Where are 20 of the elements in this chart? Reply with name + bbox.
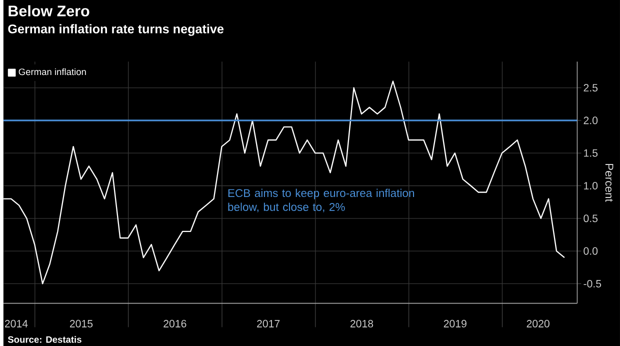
x-tick-label: 2015	[70, 320, 93, 328]
y-tick-label: 2.0	[584, 116, 598, 124]
y-tick-label: 1.5	[584, 149, 598, 157]
source-note: Source: Destatis	[8, 336, 82, 343]
chart-title: Below Zero	[8, 5, 90, 16]
x-tick-label: 2017	[257, 320, 280, 328]
chart-subtitle: German inflation rate turns negative	[8, 24, 224, 36]
x-tick-label: 2020	[526, 320, 550, 328]
legend-label: German inflation	[18, 68, 86, 76]
x-tick-label: 2016	[164, 320, 186, 328]
y-tick-label: 2.5	[584, 84, 598, 92]
y-tick-label: 0.5	[584, 214, 598, 222]
y-tick-label: -0.5	[584, 280, 602, 288]
x-tick-label: 2014	[4, 320, 28, 328]
ref-line-label: ECB aims to keep euro-area inflation below, but close to, 2%	[228, 188, 414, 212]
x-tick-label: 2019	[444, 320, 466, 328]
y-axis-title: Percent	[605, 164, 614, 202]
x-tick-label: 2018	[350, 320, 374, 328]
y-tick-label: 0.0	[584, 247, 598, 255]
y-tick-label: 1.0	[584, 182, 598, 190]
